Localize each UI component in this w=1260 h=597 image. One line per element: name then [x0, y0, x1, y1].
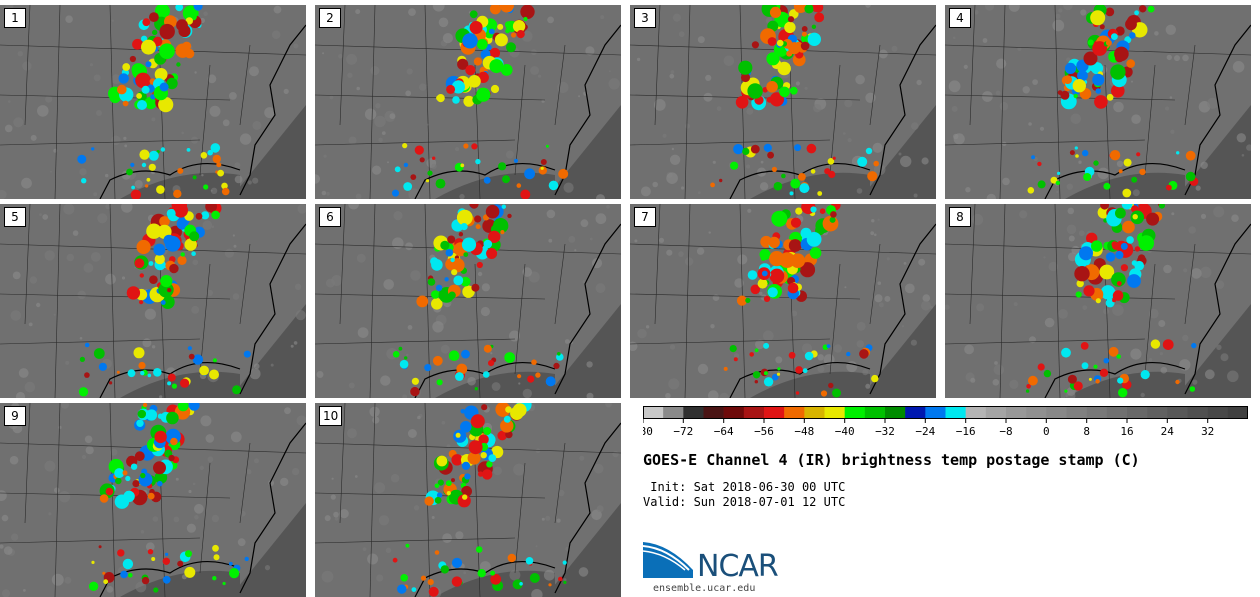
colorbar-segment — [925, 406, 946, 419]
colorbar-segment — [905, 406, 926, 419]
colorbar-tick-label: 32 — [1201, 425, 1214, 438]
ir-satellite-map — [945, 204, 1251, 398]
colorbar-tick-label: −64 — [714, 425, 734, 438]
colorbar-tick-label: −48 — [794, 425, 814, 438]
colorbar-segment — [985, 406, 1007, 419]
colorbar-segment — [1127, 406, 1148, 419]
colorbar-tick-label: 0 — [1043, 425, 1050, 438]
colorbar-segment — [784, 406, 805, 419]
member-number-label: 7 — [634, 207, 656, 227]
colorbar-segment — [1066, 406, 1087, 419]
ncar-logo-text: NCAR — [697, 549, 779, 584]
postage-stamp-panel: 7 — [630, 204, 936, 398]
colorbar-tick-label: −40 — [835, 425, 855, 438]
postage-stamp-panel: 10 — [315, 403, 621, 597]
colorbar-segment — [1147, 406, 1168, 419]
colorbar — [643, 406, 1248, 419]
member-number-label: 9 — [4, 406, 26, 426]
colorbar-segment — [824, 406, 845, 419]
colorbar-segment — [764, 406, 785, 419]
colorbar-tick-label: −8 — [999, 425, 1012, 438]
ncar-logo-icon — [643, 542, 693, 578]
product-title: GOES-E Channel 4 (IR) brightness temp po… — [643, 451, 1140, 469]
ir-satellite-map — [630, 204, 936, 398]
colorbar-segment — [1227, 406, 1248, 419]
colorbar-segment — [1106, 406, 1128, 419]
colorbar-segment — [743, 406, 765, 419]
colorbar-tick-label: −56 — [754, 425, 774, 438]
colorbar-segment — [1006, 406, 1027, 419]
colorbar-segment — [945, 406, 966, 419]
colorbar-tick-label: −16 — [956, 425, 976, 438]
member-number-label: 1 — [4, 8, 26, 28]
member-number-label: 8 — [949, 207, 971, 227]
postage-stamp-panel: 9 — [0, 403, 306, 597]
member-number-label: 3 — [634, 8, 656, 28]
colorbar-segment — [844, 406, 866, 419]
colorbar-segment — [723, 406, 745, 419]
colorbar-tick-label: −24 — [915, 425, 935, 438]
postage-stamp-panel: 2 — [315, 5, 621, 199]
colorbar-segment — [683, 406, 704, 419]
ir-satellite-map — [945, 5, 1251, 199]
colorbar-segment — [703, 406, 724, 419]
postage-stamp-panel: 4 — [945, 5, 1251, 199]
colorbar-segment — [864, 406, 886, 419]
colorbar-segment — [1026, 406, 1047, 419]
postage-stamp-panel: 3 — [630, 5, 936, 199]
colorbar-tick-label: −32 — [875, 425, 895, 438]
colorbar-segment — [1207, 406, 1229, 419]
colorbar-segment — [1167, 406, 1188, 419]
postage-stamp-panel: 8 — [945, 204, 1251, 398]
colorbar-segment — [1086, 406, 1108, 419]
ir-satellite-map — [0, 5, 306, 199]
colorbar-tick-label: 16 — [1120, 425, 1133, 438]
postage-stamp-panel: 1 — [0, 5, 306, 199]
member-number-label: 6 — [319, 207, 341, 227]
member-number-label: 10 — [319, 406, 343, 426]
colorbar-tick-label: 8 — [1083, 425, 1090, 438]
ir-satellite-map — [0, 204, 306, 398]
colorbar-segment — [804, 406, 825, 419]
ir-satellite-map — [630, 5, 936, 199]
ir-satellite-map — [0, 403, 306, 597]
member-number-label: 5 — [4, 207, 26, 227]
colorbar-segment — [663, 406, 684, 419]
colorbar-tick-label: −80 — [643, 425, 653, 438]
postage-stamp-panel: 5 — [0, 204, 306, 398]
ir-satellite-map — [315, 5, 621, 199]
valid-time: Valid: Sun 2018-07-01 12 UTC — [643, 495, 846, 509]
colorbar-tick-label: −72 — [673, 425, 693, 438]
colorbar-segment — [1187, 406, 1208, 419]
member-number-label: 2 — [319, 8, 341, 28]
member-number-label: 4 — [949, 8, 971, 28]
colorbar-segment — [965, 406, 987, 419]
colorbar-segment — [885, 406, 906, 419]
colorbar-segment — [643, 406, 664, 419]
postage-stamp-panel: 6 — [315, 204, 621, 398]
site-url: ensemble.ucar.edu — [653, 583, 756, 594]
ir-satellite-map — [315, 204, 621, 398]
ir-satellite-map — [315, 403, 621, 597]
colorbar-segment — [1046, 406, 1067, 419]
colorbar-tick-label: 24 — [1161, 425, 1175, 438]
init-time: Init: Sat 2018-06-30 00 UTC — [643, 480, 846, 494]
